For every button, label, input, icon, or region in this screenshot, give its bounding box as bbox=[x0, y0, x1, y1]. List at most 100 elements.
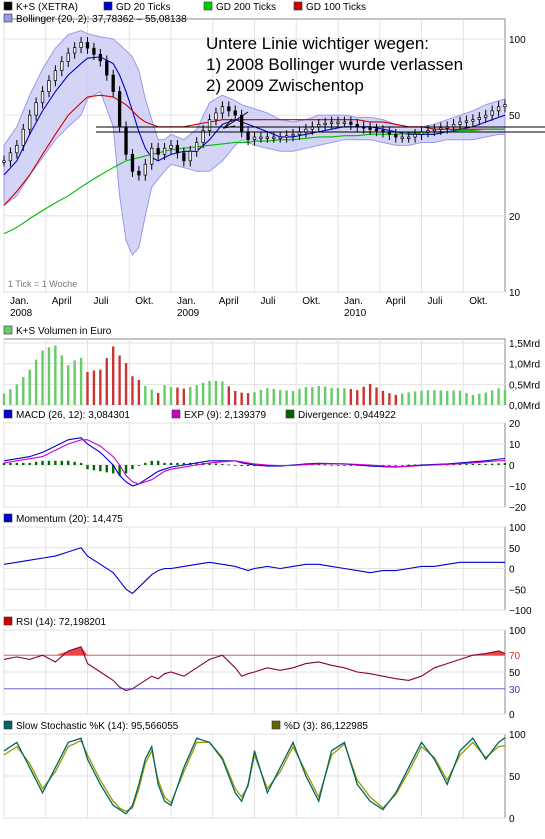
volume-bar bbox=[34, 359, 38, 405]
volume-bar bbox=[323, 386, 327, 405]
macd-divergence-bar bbox=[150, 460, 153, 465]
price-candle-body bbox=[2, 160, 6, 163]
volume-bar bbox=[356, 390, 359, 405]
price-candle-body bbox=[195, 142, 199, 152]
price-candle-body bbox=[220, 106, 225, 114]
macd-divergence-bar bbox=[388, 465, 391, 466]
price-candle-body bbox=[85, 42, 90, 49]
stoch-legend-swatch-0 bbox=[3, 720, 13, 730]
volume-bar bbox=[445, 390, 449, 405]
volume-bar bbox=[221, 381, 224, 405]
price-candle-body bbox=[21, 128, 25, 146]
macd-divergence-bar bbox=[47, 460, 51, 465]
legend-swatch-2 bbox=[203, 1, 213, 11]
volume-bar bbox=[201, 382, 205, 405]
price-candle-body bbox=[79, 42, 83, 48]
price-candle-body bbox=[105, 60, 109, 76]
volume-bar bbox=[490, 390, 494, 405]
macd-divergence-bar bbox=[381, 465, 385, 466]
price-candle-body bbox=[272, 136, 276, 139]
legend-label-2: GD 200 Ticks bbox=[216, 2, 276, 13]
macd-legend-label-0: MACD (26, 12): 3,084301 bbox=[16, 410, 130, 421]
macd-divergence-bar bbox=[22, 462, 25, 465]
macd-divergence-bar bbox=[221, 463, 224, 465]
price-candle-body bbox=[477, 117, 481, 121]
volume-y-tick-label: 0,5Mrd bbox=[509, 380, 540, 391]
macd-divergence-bar bbox=[54, 460, 57, 465]
volume-bar bbox=[9, 389, 12, 405]
macd-divergence-bar bbox=[323, 464, 327, 466]
volume-bar bbox=[278, 390, 282, 405]
macd-divergence-bar bbox=[471, 463, 475, 465]
macd-divergence-bar bbox=[92, 465, 96, 471]
x-tick-label: April bbox=[52, 296, 72, 307]
volume-bar bbox=[388, 393, 391, 405]
macd-line-exp bbox=[3, 439, 506, 485]
price-candle-body bbox=[124, 126, 128, 155]
volume-bar bbox=[349, 388, 353, 405]
price-candle-body bbox=[182, 152, 186, 162]
volume-bar bbox=[234, 390, 237, 405]
price-candle-body bbox=[278, 136, 282, 139]
x-tick-label: Juli bbox=[428, 296, 443, 307]
volume-bar bbox=[131, 376, 134, 405]
price-candle-body bbox=[92, 47, 96, 55]
price-candle-body bbox=[34, 102, 38, 116]
momentum-y-tick-label: −100 bbox=[509, 606, 532, 617]
macd-divergence-bar bbox=[86, 465, 89, 470]
price-candle-body bbox=[503, 104, 507, 108]
volume-bar bbox=[169, 386, 173, 405]
volume-bar bbox=[336, 387, 340, 405]
macd-divergence-bar bbox=[208, 462, 211, 465]
rsi-y-tick-label: 0 bbox=[509, 710, 515, 721]
volume-bar bbox=[426, 390, 430, 405]
macd-legend-label-2: Divergence: 0,944922 bbox=[298, 410, 396, 421]
volume-bar bbox=[311, 387, 314, 405]
volume-bar bbox=[272, 388, 275, 405]
price-candle-body bbox=[342, 121, 347, 124]
x-tick-label: Jan. bbox=[177, 296, 196, 307]
rsi-legend-label: RSI (14): 72,198201 bbox=[16, 617, 106, 628]
stoch-y-tick-label: 50 bbox=[509, 772, 521, 783]
price-candle-body bbox=[150, 147, 154, 165]
volume-bar bbox=[362, 386, 365, 405]
price-candle-body bbox=[188, 150, 192, 162]
volume-bar bbox=[41, 350, 44, 405]
price-y-tick-label: 50 bbox=[509, 111, 521, 122]
price-candle-body bbox=[304, 128, 308, 133]
price-candle-body bbox=[496, 106, 501, 112]
momentum-legend-swatch bbox=[3, 513, 13, 523]
price-candle-body bbox=[439, 127, 443, 130]
volume-bar bbox=[195, 385, 198, 405]
price-candle-body bbox=[284, 135, 289, 138]
macd-divergence-bar bbox=[79, 462, 83, 465]
volume-bar bbox=[368, 383, 372, 405]
volume-bar bbox=[47, 347, 51, 405]
macd-divergence-bar bbox=[490, 463, 494, 465]
stoch-line-k bbox=[3, 737, 506, 815]
x-tick-label: Juli bbox=[261, 296, 276, 307]
volume-bar bbox=[150, 389, 153, 405]
volume-bar bbox=[227, 386, 231, 405]
price-candle-body bbox=[111, 74, 115, 92]
volume-bar bbox=[452, 390, 455, 405]
price-candle-body bbox=[317, 123, 321, 128]
macd-divergence-bar bbox=[34, 461, 38, 465]
price-candle-body bbox=[214, 112, 218, 121]
rsi-legend-swatch bbox=[3, 616, 13, 626]
price-candle-body bbox=[169, 144, 173, 149]
legend-label-3: GD 100 Ticks bbox=[306, 2, 366, 13]
macd-legend-swatch-1 bbox=[171, 409, 181, 419]
macd-divergence-bar bbox=[9, 462, 12, 465]
volume-bar bbox=[118, 355, 121, 405]
macd-divergence-bar bbox=[137, 465, 141, 466]
price-candle-body bbox=[471, 119, 475, 122]
macd-divergence-bar bbox=[465, 464, 468, 465]
legend-swatch-3 bbox=[293, 1, 303, 11]
volume-bar bbox=[111, 346, 115, 405]
macd-divergence-bar bbox=[156, 460, 160, 465]
rsi-y-tick-label: 50 bbox=[509, 668, 521, 679]
volume-bar bbox=[2, 393, 6, 405]
volume-bar bbox=[458, 390, 462, 405]
